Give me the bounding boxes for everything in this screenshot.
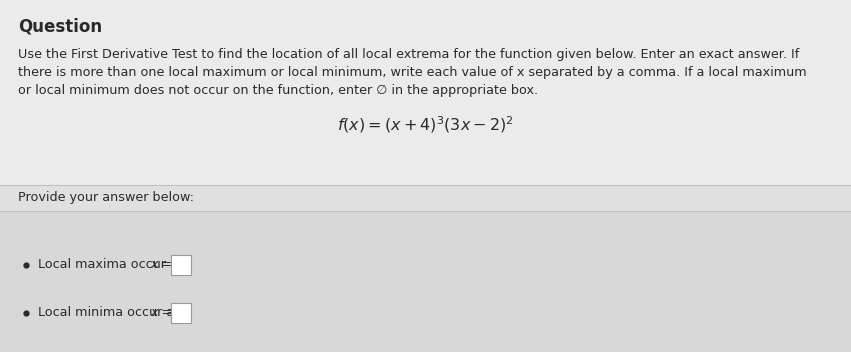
Text: $f(x) = (x+4)^3(3x-2)^2$: $f(x) = (x+4)^3(3x-2)^2$ bbox=[337, 114, 514, 135]
Text: Question: Question bbox=[18, 18, 102, 36]
Text: Local maxima occur at: Local maxima occur at bbox=[38, 258, 187, 271]
Text: Provide your answer below:: Provide your answer below: bbox=[18, 191, 194, 204]
FancyBboxPatch shape bbox=[0, 185, 851, 211]
Text: or local minimum does not occur on the function, enter ∅ in the appropriate box.: or local minimum does not occur on the f… bbox=[18, 84, 538, 97]
Text: x =: x = bbox=[150, 306, 172, 319]
FancyBboxPatch shape bbox=[0, 211, 851, 352]
Text: x =: x = bbox=[150, 258, 172, 271]
FancyBboxPatch shape bbox=[0, 0, 851, 185]
FancyBboxPatch shape bbox=[171, 255, 191, 275]
FancyBboxPatch shape bbox=[171, 303, 191, 322]
Text: Local minima occur at: Local minima occur at bbox=[38, 306, 183, 319]
Text: there is more than one local maximum or local minimum, write each value of x sep: there is more than one local maximum or … bbox=[18, 66, 807, 79]
Text: Use the First Derivative Test to find the location of all local extrema for the : Use the First Derivative Test to find th… bbox=[18, 48, 799, 61]
